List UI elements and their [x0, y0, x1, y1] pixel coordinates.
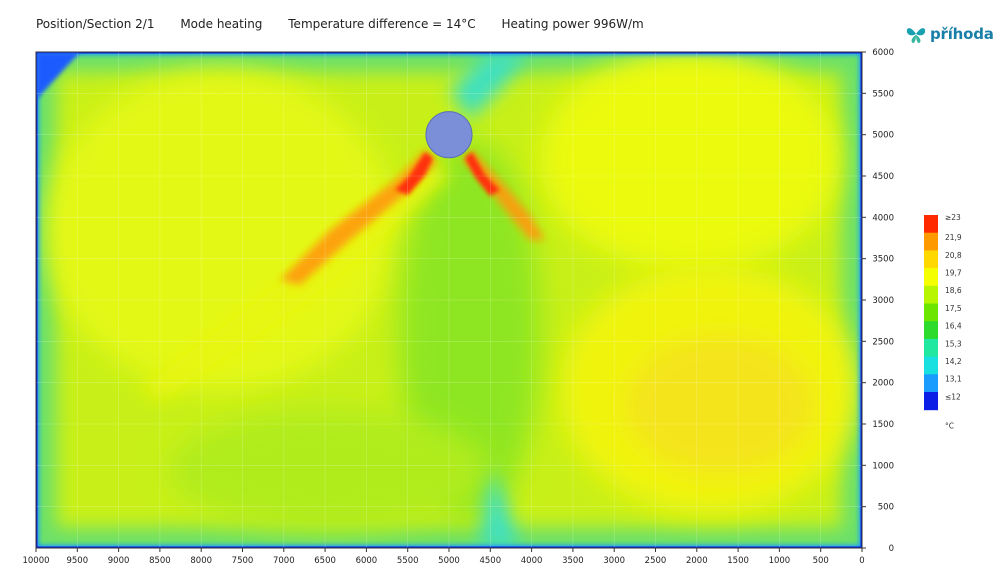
legend-swatch [924, 303, 938, 322]
x-tick-label: 0 [859, 556, 864, 566]
y-tick-label: 4500 [872, 172, 894, 182]
y-tick-label: 0 [889, 544, 894, 554]
y-tick-label: 2000 [872, 379, 894, 389]
y-tick-label: 5500 [872, 89, 894, 99]
legend-label: 18,6 [945, 286, 962, 295]
x-tick-label: 4000 [521, 556, 543, 566]
legend-label: 20,8 [945, 251, 962, 260]
position-label: Position/Section 2/1 [36, 17, 155, 31]
x-tick-label: 7000 [273, 556, 295, 566]
x-tick-label: 8500 [149, 556, 171, 566]
x-tick-label: 7500 [232, 556, 254, 566]
x-tick-label: 6500 [314, 556, 336, 566]
legend-label: ≤12 [945, 392, 961, 401]
x-tick-label: 6000 [356, 556, 378, 566]
x-axis-ticks: 10000 9500 9000 8500 8000 7500 7000 6500 6000 550… [22, 548, 865, 566]
x-tick-label: 4500 [479, 556, 501, 566]
x-tick-label: 9000 [108, 556, 130, 566]
legend-label: 13,1 [945, 375, 962, 384]
y-tick-label: 3000 [872, 296, 894, 306]
y-tick-label: 5000 [872, 131, 894, 141]
power-label: Heating power 996W/m [501, 17, 644, 31]
x-tick-label: 1000 [769, 556, 791, 566]
legend-swatch [924, 285, 938, 304]
x-tick-label: 3000 [603, 556, 625, 566]
y-tick-label: 1000 [872, 461, 894, 471]
legend-label: 14,2 [945, 357, 962, 366]
color-legend: ≥23 21,9 20,8 19,7 18,6 17,5 16,4 15,3 14,2 13,1 ≤… [924, 213, 962, 431]
legend-unit: °C [945, 422, 954, 431]
y-tick-label: 3500 [872, 255, 894, 265]
x-tick-label: 3500 [562, 556, 584, 566]
y-axis-ticks: 0 500 1000 1500 2000 2500 3000 3500 4000 4500 5000… [862, 48, 894, 554]
x-tick-label: 8000 [190, 556, 212, 566]
legend-label: 19,7 [945, 269, 962, 278]
legend-swatch [924, 268, 938, 287]
heating-duct [425, 111, 473, 159]
x-tick-label: 5500 [397, 556, 419, 566]
x-tick-label: 9500 [66, 556, 88, 566]
legend-swatch [924, 250, 938, 269]
legend-label: 15,3 [945, 339, 962, 348]
legend-label: 21,9 [945, 233, 962, 242]
y-tick-label: 500 [878, 503, 894, 513]
logo-text: příhoda [930, 25, 994, 43]
legend-swatch [924, 321, 938, 340]
x-tick-label: 10000 [22, 556, 49, 566]
legend-swatch [924, 356, 938, 375]
temperature-label: Temperature difference = 14°C [288, 17, 476, 31]
legend-swatch [924, 215, 938, 234]
x-tick-label: 1500 [727, 556, 749, 566]
grid-lines [35, 51, 863, 549]
y-tick-label: 6000 [872, 48, 894, 58]
x-tick-label: 2500 [645, 556, 667, 566]
y-tick-label: 2500 [872, 337, 894, 347]
mode-label: Mode heating [180, 17, 263, 31]
butterfly-logo-icon [906, 28, 926, 43]
x-tick-label: 5000 [438, 556, 460, 566]
chart-header: Position/Section 2/1 Mode heating Temper… [36, 17, 666, 31]
legend-label: 16,4 [945, 322, 962, 331]
brand-logo: příhoda [905, 22, 994, 46]
legend-label: 17,5 [945, 304, 962, 313]
y-tick-label: 4000 [872, 213, 894, 223]
x-tick-label: 2000 [686, 556, 708, 566]
x-tick-label: 500 [813, 556, 829, 566]
legend-label: ≥23 [945, 213, 961, 222]
y-tick-label: 1500 [872, 420, 894, 430]
legend-swatch [924, 374, 938, 393]
legend-swatch [924, 392, 938, 411]
legend-swatch [924, 338, 938, 358]
legend-swatch [924, 232, 938, 251]
